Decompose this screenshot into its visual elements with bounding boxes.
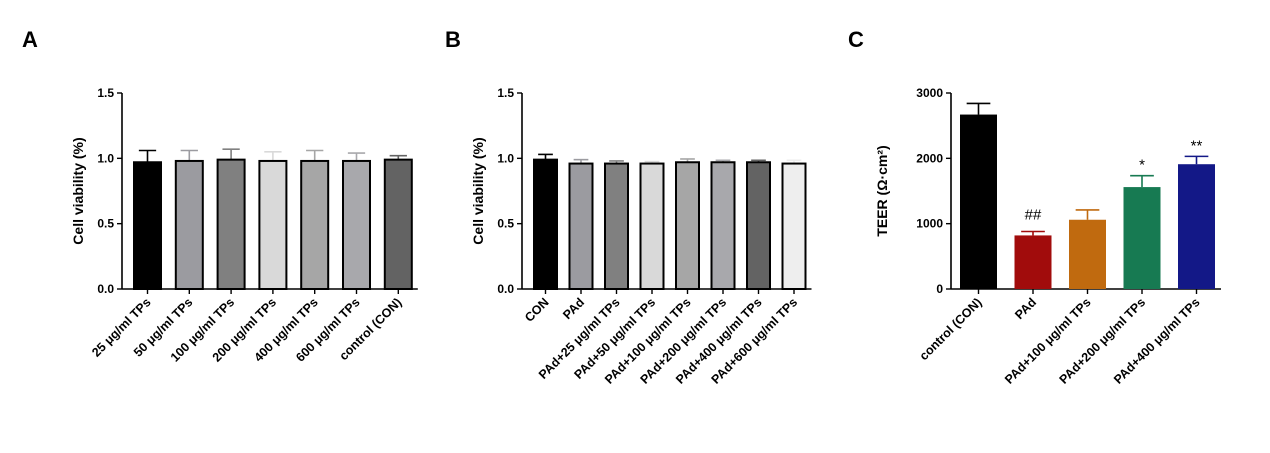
y-tick-label: 0.0 — [97, 282, 114, 296]
bar-7 — [746, 161, 771, 290]
category-label: PAd — [1012, 295, 1039, 322]
bar-1 — [133, 161, 162, 290]
bar-7 — [383, 158, 413, 290]
bar-6 — [710, 161, 736, 290]
category-label: CON — [522, 295, 552, 325]
bar-4 — [639, 162, 665, 290]
bar-5 — [675, 161, 700, 290]
panel-letter-a: A — [22, 27, 38, 52]
bar-2 — [568, 162, 594, 290]
y-tick-label: 0.5 — [497, 217, 514, 231]
bar-8 — [781, 162, 807, 290]
y-tick-label: 0.0 — [497, 282, 514, 296]
bar-2 — [174, 159, 204, 290]
panel-letter-b: B — [445, 27, 461, 52]
y-tick-label: 2000 — [916, 151, 943, 165]
bar-1 — [960, 114, 997, 289]
y-tick-label: 1.5 — [497, 86, 514, 100]
category-label: PAd — [560, 295, 587, 322]
bar-1 — [533, 158, 558, 290]
significance-label: ** — [1191, 137, 1203, 154]
bar-6 — [342, 159, 371, 290]
bar-2 — [1014, 235, 1052, 289]
y-axis-label: Cell viability (%) — [470, 137, 486, 244]
bar-3 — [1069, 219, 1106, 289]
bar-5 — [300, 159, 330, 290]
y-tick-label: 3000 — [916, 86, 943, 100]
bar-5 — [1178, 164, 1215, 289]
bar-4 — [1123, 187, 1161, 289]
significance-label: ## — [1025, 207, 1042, 224]
panel-letter-c: C — [848, 27, 864, 52]
y-tick-label: 1.0 — [97, 151, 114, 165]
y-tick-label: 0 — [936, 282, 943, 296]
y-axis-label: TEER (Ω·cm²) — [874, 145, 890, 236]
y-axis-label: Cell viability (%) — [70, 137, 86, 244]
bar-3 — [216, 158, 246, 290]
significance-label: * — [1139, 157, 1145, 174]
y-tick-label: 1.5 — [97, 86, 114, 100]
bar-4 — [258, 159, 288, 290]
category-label: control (CON) — [917, 295, 985, 363]
bar-3 — [604, 162, 629, 290]
y-tick-label: 0.5 — [97, 217, 114, 231]
y-tick-label: 1000 — [916, 217, 943, 231]
y-tick-label: 1.0 — [497, 151, 514, 165]
